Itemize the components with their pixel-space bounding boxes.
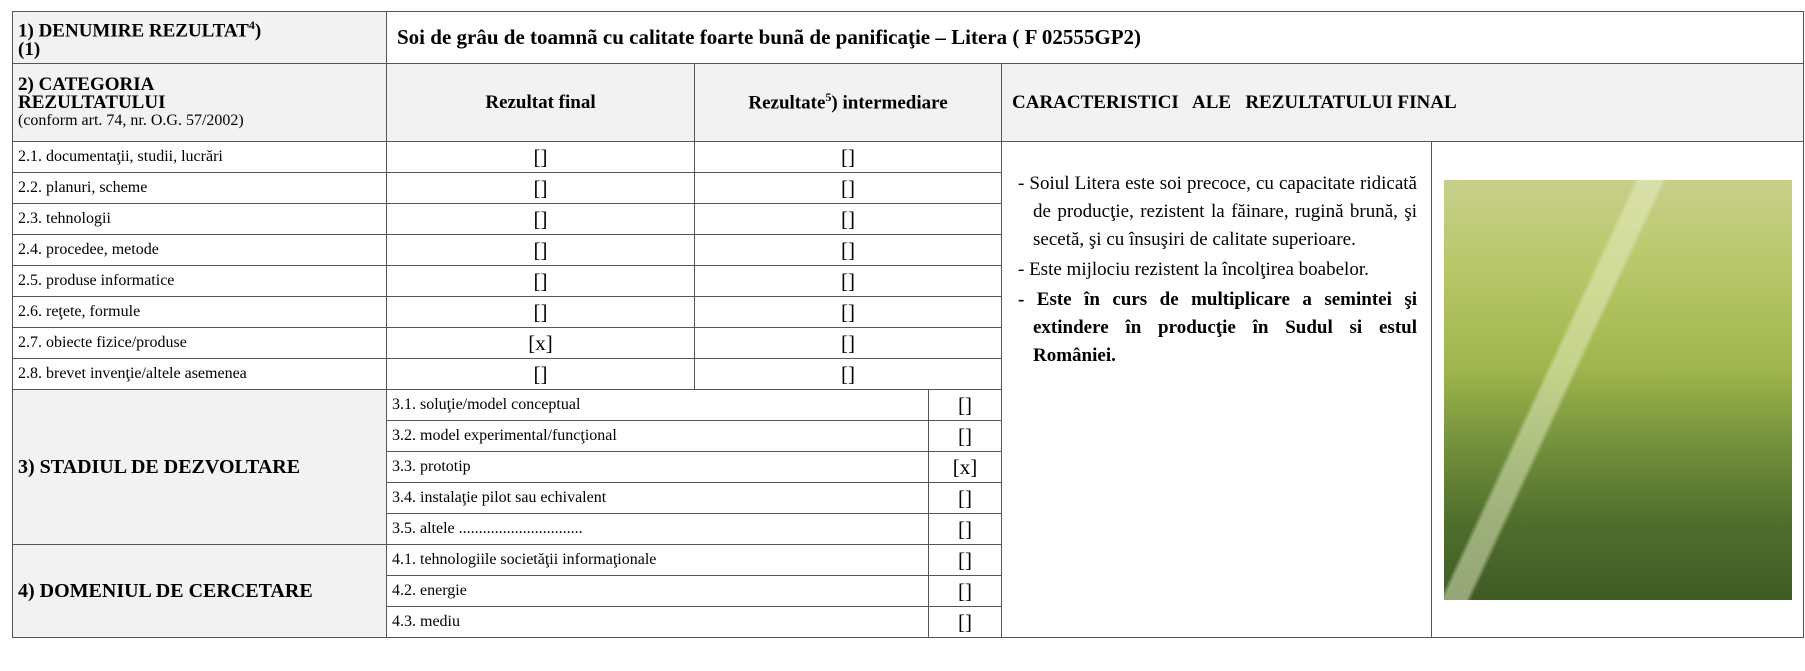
checkbox: [] xyxy=(694,203,1002,235)
row-label: 4.1. tehnologiile societăţii informaţion… xyxy=(386,544,929,576)
checkbox: [] xyxy=(386,234,695,266)
row: 2.4. procedee, metode[][] xyxy=(12,234,1804,266)
row: 1) DENUMIRE REZULTAT4) (1) Soi de grâu de… xyxy=(12,11,1805,64)
checkbox: [] xyxy=(386,358,695,390)
checkbox: [] xyxy=(928,575,1002,607)
row: 2) CATEGORIA REZULTATULUI (conform art. 7… xyxy=(12,63,1805,142)
checkbox: [] xyxy=(928,606,1002,638)
checkbox: [] xyxy=(386,203,695,235)
row-label: 2.8. brevet invenţie/altele asemenea xyxy=(12,358,387,390)
row-label: 2.4. procedee, metode xyxy=(12,234,387,266)
section-label: 3) STADIUL DE DEZVOLTARE xyxy=(12,389,387,545)
checkbox: [] xyxy=(386,296,695,328)
row: 3.2. model experimental/funcţional[] xyxy=(13,420,1804,452)
cell: 1) DENUMIRE REZULTAT4) (1) xyxy=(12,11,387,64)
checkbox: [] xyxy=(694,296,1002,328)
checkbox: [] xyxy=(928,420,1002,452)
row-label: 2.5. produse informatice xyxy=(12,265,387,297)
table-body: 1) DENUMIRE REZULTAT4) (1) Soi de grâu de… xyxy=(12,11,1805,638)
row: 2.3. tehnologii[][] xyxy=(12,203,1804,235)
row: 3.3. prototip [x] xyxy=(13,451,1804,483)
row: 4) DOMENIUL DE CERCETARE 4.1. tehnologiil… xyxy=(12,544,1804,638)
row-label: 2.3. tehnologii xyxy=(12,203,387,235)
header: Rezultat final xyxy=(386,63,695,142)
header: Rezultate5) intermediare xyxy=(694,63,1002,142)
row: 3.5. altele ............................… xyxy=(13,513,1804,545)
note: (conform art. 74, nr. O.G. 57/2002) xyxy=(18,111,244,129)
checkbox: [] xyxy=(694,172,1002,204)
photo-cell xyxy=(1430,141,1805,638)
checkbox: [] xyxy=(928,513,1002,545)
label: 1) DENUMIRE REZULTAT xyxy=(18,20,249,42)
row: 2.6. reţete, formule[][] xyxy=(12,296,1804,328)
row-label: 3.3. prototip xyxy=(386,451,929,483)
row: 2.5. produse informatice[][] xyxy=(12,265,1804,297)
checkbox: [] xyxy=(928,389,1002,421)
bullet: - Soiul Litera este soi precoce, cu capa… xyxy=(1018,173,1417,250)
row: 2.7. obiecte fizice/produse [x][] xyxy=(12,327,1804,359)
wheat-photo xyxy=(1443,179,1792,600)
title: Soi de grâu de toamnã cu calitate foarte… xyxy=(385,11,1805,64)
checkbox: [] xyxy=(386,141,695,173)
row-label: 4.2. energie xyxy=(386,575,929,607)
checkbox: [] xyxy=(386,172,695,204)
header: CARACTERISTICI ALE REZULTATULUI FINAL xyxy=(1000,63,1805,142)
row: 2.8. brevet invenţie/altele asemenea[][] xyxy=(12,358,1804,390)
sup: 4 xyxy=(248,17,255,32)
row-label: 4.3. mediu xyxy=(386,606,929,638)
row-label: 3.1. soluţie/model conceptual xyxy=(386,389,929,421)
checkbox: [] xyxy=(694,234,1002,266)
row: 4.3. mediu[] xyxy=(13,606,1804,638)
result-sheet: 1) DENUMIRE REZULTAT4) (1) Soi de grâu de… xyxy=(12,11,1805,638)
checkbox: [] xyxy=(928,544,1002,576)
section-label: 4) DOMENIUL DE CERCETARE xyxy=(12,544,387,638)
sup: 5 xyxy=(825,90,832,105)
row-label: 3.4. instalaţie pilot sau echivalent xyxy=(386,482,929,514)
checkbox: [] xyxy=(694,327,1002,359)
checkbox: [] xyxy=(694,141,1002,173)
row-label: 2.6. reţete, formule xyxy=(12,296,387,328)
checkbox: [] xyxy=(928,482,1002,514)
row-label: 3.2. model experimental/funcţional xyxy=(386,420,929,452)
row-label: 3.5. altele ............................… xyxy=(386,513,929,545)
bullet: - Este în curs de multiplicare a seminte… xyxy=(1018,289,1417,366)
label: Rezultate xyxy=(748,92,826,114)
label: ) intermediare xyxy=(831,92,948,114)
label: 2) CATEGORIA REZULTATULUI xyxy=(18,73,166,113)
label: ) xyxy=(254,20,262,42)
characteristics: - Soiul Litera este soi precoce, cu capa… xyxy=(1001,141,1432,638)
checkbox: [] xyxy=(694,265,1002,297)
checkbox: [] xyxy=(386,265,695,297)
row: 4.2. energie[] xyxy=(13,575,1804,607)
row-label: 2.1. documentaţii, studii, lucrări xyxy=(12,141,387,173)
checkbox: [x] xyxy=(386,327,695,359)
cell: 2) CATEGORIA REZULTATULUI (conform art. 7… xyxy=(12,63,387,142)
bullet: - Este mijlociu rezistent la încolţirea … xyxy=(1018,259,1369,280)
label: (1) xyxy=(18,39,41,61)
row-label: 2.7. obiecte fizice/produse xyxy=(12,327,387,359)
checkbox: [] xyxy=(694,358,1002,390)
row: 2.1. documentaţii, studii, lucrări[][] - … xyxy=(12,141,1805,638)
checkbox: [x] xyxy=(928,451,1002,483)
row-label: 2.2. planuri, scheme xyxy=(12,172,387,204)
